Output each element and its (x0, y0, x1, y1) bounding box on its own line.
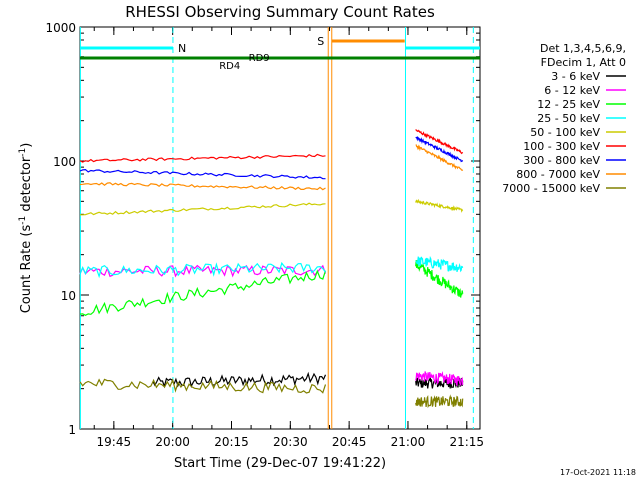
series-line-4-seg2 (415, 198, 464, 213)
legend-header-line-1: Det 1,3,4,5,6,9, (540, 42, 626, 55)
series-line-8-seg1 (79, 378, 327, 394)
annotation-rd4: RD4 (219, 61, 240, 72)
legend-label-1: 6 - 12 keV (544, 84, 600, 97)
series-line-1-seg2 (415, 370, 464, 387)
series-line-4-seg1 (80, 202, 326, 216)
series-line-6-seg2 (415, 136, 464, 163)
legend-label-4: 50 - 100 keV (530, 126, 600, 139)
y-tick-label: 1 (68, 423, 76, 437)
series-line-6-seg1 (79, 168, 326, 180)
series-line-2-seg1 (79, 269, 327, 316)
y-axis-label: Count Rate (s-1 detector-1) (18, 143, 34, 314)
series-line-2-seg2 (415, 260, 464, 298)
x-tick-label: 19:45 (97, 435, 132, 449)
y-tick-label: 1000 (45, 21, 76, 35)
plot-frame (79, 26, 481, 430)
legend-label-5: 100 - 300 keV (523, 140, 600, 153)
x-axis: 19:45 20:00 20:15 20:30 20:45 21:00 21:15 (93, 27, 484, 449)
legend-label-0: 3 - 6 keV (551, 70, 600, 83)
series-line-3-seg1 (79, 261, 326, 279)
legend-label-7: 800 - 7000 keV (516, 168, 600, 181)
series-line-7-seg1 (79, 182, 326, 191)
series-lines (79, 129, 464, 409)
annotations: N S RD4 RD9 (178, 35, 324, 72)
x-tick-label: 20:15 (214, 435, 249, 449)
legend-label-3: 25 - 50 keV (537, 112, 600, 125)
series-line-5-seg2 (415, 129, 464, 155)
x-axis-label: Start Time (29-Dec-07 19:41:22) (174, 456, 386, 471)
y-tick-label: 100 (53, 155, 76, 169)
legend-label-8: 7000 - 15000 keV (502, 182, 600, 195)
x-tick-label: 20:45 (332, 435, 367, 449)
legend: Det 1,3,4,5,6,9, FDecim 1, Att 0 3 - 6 k… (502, 42, 626, 195)
legend-header-line-2: FDecim 1, Att 0 (541, 56, 626, 69)
annotation-n: N (178, 42, 186, 55)
x-tick-label: 21:15 (449, 435, 484, 449)
x-tick-label: 20:00 (155, 435, 190, 449)
y-axis: 1 10 100 1000 (45, 21, 480, 437)
x-tick-label: 21:00 (391, 435, 426, 449)
legend-label-6: 300 - 800 keV (523, 154, 600, 167)
chart-title: RHESSI Observing Summary Count Rates (125, 3, 435, 21)
series-line-7-seg2 (415, 144, 464, 171)
annotation-s: S (317, 35, 324, 48)
y-tick-label: 10 (61, 289, 76, 303)
legend-label-2: 12 - 25 keV (537, 98, 600, 111)
footer-timestamp: 17-Oct-2021 11:18 (560, 468, 636, 477)
series-line-8-seg2 (415, 394, 464, 409)
annotation-rd9: RD9 (249, 53, 270, 64)
observing-bands (79, 27, 480, 429)
series-line-5-seg1 (79, 153, 326, 163)
series-line-0-seg1 (152, 371, 327, 389)
x-tick-label: 20:30 (273, 435, 308, 449)
series-line-3-seg2 (415, 255, 464, 273)
